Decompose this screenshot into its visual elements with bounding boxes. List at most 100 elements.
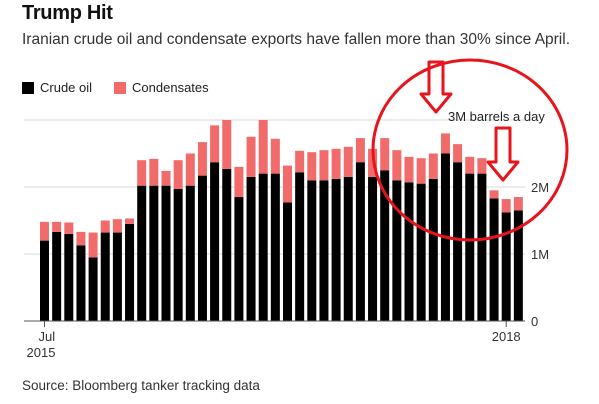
bar-crude-oil (270, 173, 280, 321)
bar-crude-oil (64, 233, 74, 321)
bar-crude-oil (404, 182, 414, 321)
bar-condensates (258, 120, 268, 174)
bars (40, 120, 523, 321)
x-tick-sublabel: 2015 (27, 345, 56, 360)
source-note: Source: Bloomberg tanker tracking data (22, 378, 260, 393)
bar-condensates (283, 165, 292, 203)
bar-crude-oil (283, 202, 292, 321)
bar-condensates (210, 125, 220, 163)
bar-condensates (380, 138, 390, 171)
bar-condensates (331, 148, 341, 179)
bar-crude-oil (513, 210, 523, 321)
bar-crude-oil (234, 197, 244, 321)
bar-condensates (428, 153, 438, 179)
bar-crude-oil (88, 257, 98, 321)
bar-crude-oil (246, 176, 256, 321)
y-tick-label: 2M (531, 180, 549, 195)
bar-crude-oil (380, 170, 390, 321)
bar-condensates (222, 120, 232, 169)
bar-condensates (197, 142, 207, 176)
bar-condensates (355, 138, 365, 163)
bar-condensates (64, 222, 74, 234)
legend: Crude oil Condensates (22, 80, 225, 95)
bar-condensates (149, 158, 159, 186)
legend-swatch-condensates (114, 81, 127, 94)
bar-condensates (319, 150, 329, 181)
bar-crude-oil (52, 231, 62, 321)
legend-label-crude: Crude oil (40, 80, 93, 95)
red-circle-highlight (371, 58, 569, 242)
chart-subtitle: Iranian crude oil and condensate exports… (22, 31, 571, 48)
bar-condensates (307, 152, 317, 181)
bar-crude-oil (197, 175, 207, 321)
bar-crude-oil (185, 185, 195, 321)
bar-crude-oil (331, 178, 341, 321)
bar-condensates (40, 221, 49, 241)
bar-crude-oil (453, 162, 463, 321)
bar-condensates (513, 197, 523, 211)
bar-crude-oil (368, 176, 378, 321)
bar-crude-oil (137, 185, 147, 321)
bar-crude-oil (173, 189, 183, 321)
bar-condensates (125, 218, 135, 224)
bar-condensates (477, 158, 487, 174)
bar-crude-oil (477, 173, 487, 321)
bar-crude-oil (112, 232, 122, 321)
bar-condensates (343, 146, 353, 177)
bar-crude-oil (319, 180, 329, 321)
x-tick-label: 2018 (492, 329, 521, 344)
chart-title: Trump Hit (22, 2, 113, 24)
legend-item-crude: Crude oil (22, 80, 92, 95)
bar-crude-oil (465, 173, 475, 321)
bar-crude-oil (307, 180, 317, 321)
bar-crude-oil (355, 162, 365, 321)
legend-label-condensates: Condensates (132, 80, 209, 95)
bar-condensates (270, 138, 280, 174)
bar-condensates (246, 136, 256, 177)
bar-crude-oil (222, 168, 232, 321)
bar-condensates (489, 190, 499, 199)
bar-condensates (137, 160, 147, 186)
bar-condensates (392, 150, 402, 181)
bar-condensates (453, 144, 463, 163)
bar-crude-oil (501, 212, 511, 321)
bar-condensates (501, 199, 511, 213)
bar-crude-oil (100, 232, 110, 321)
bar-crude-oil (416, 183, 426, 321)
bar-condensates (295, 150, 305, 173)
bar-condensates (52, 221, 62, 232)
bar-condensates (161, 170, 171, 186)
bar-crude-oil (258, 173, 268, 321)
hand-drawn-markup (371, 58, 569, 242)
bar-crude-oil (125, 223, 135, 321)
bar-crude-oil (76, 245, 86, 321)
bar-condensates (173, 160, 183, 190)
bar-crude-oil (161, 185, 171, 321)
bar-condensates (234, 166, 244, 198)
bar-crude-oil (149, 185, 159, 321)
bar-condensates (112, 219, 122, 233)
bar-crude-oil (428, 178, 438, 321)
bar-crude-oil (343, 176, 353, 321)
bar-crude-oil (295, 172, 305, 321)
annotation-label: 3M barrels a day (448, 109, 545, 124)
bar-condensates (465, 156, 475, 174)
bar-condensates (100, 220, 110, 233)
bar-crude-oil (489, 198, 499, 321)
y-tick-label: 1M (531, 247, 549, 262)
bar-condensates (416, 158, 426, 184)
bar-condensates (404, 156, 414, 183)
bar-condensates (440, 133, 450, 154)
bar-crude-oil (392, 180, 402, 321)
bar-crude-oil (210, 162, 220, 321)
red-arrow-down-icon (419, 60, 453, 114)
y-tick-label: 0 (531, 314, 538, 329)
bar-condensates (88, 232, 98, 258)
bar-crude-oil (40, 240, 49, 321)
legend-item-condensates: Condensates (114, 80, 209, 95)
bar-condensates (185, 153, 195, 186)
bar-condensates (76, 231, 86, 246)
red-arrow-down-icon (486, 126, 520, 182)
